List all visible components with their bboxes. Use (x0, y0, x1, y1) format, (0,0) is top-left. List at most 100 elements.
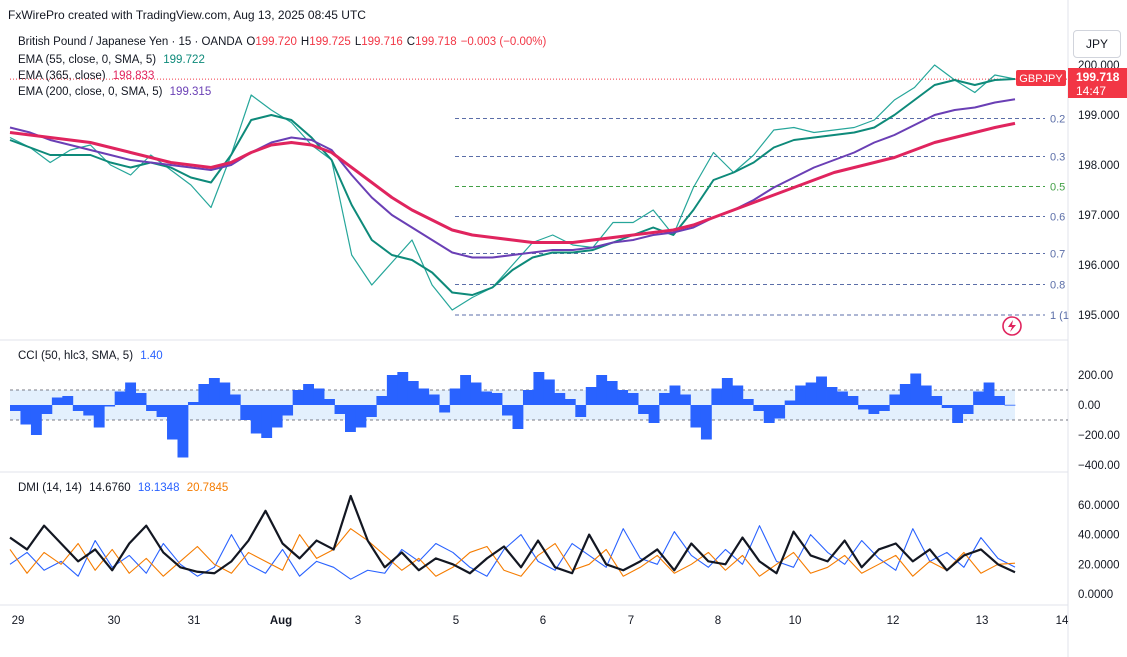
symbol-badge-bg (1016, 70, 1066, 86)
credit-line: FxWirePro created with TradingView.com, … (8, 8, 366, 22)
cci-bar (857, 405, 869, 410)
cci-bar (386, 375, 398, 405)
price-pane: 0.2 0.3 0.5 0.6 0.7 0.8 1 (1 (9, 64, 1069, 322)
cci-bar (763, 405, 775, 423)
symbol-badge-text: GBPJPY (1019, 73, 1063, 85)
cci-bar (41, 405, 53, 414)
cci-bar (10, 405, 21, 411)
cci-bar (816, 376, 827, 405)
ema365-legend[interactable]: EMA (365, close) 198.833 (18, 70, 158, 82)
symbol-label[interactable]: British Pound / Japanese Yen · 15 · OAND… (18, 36, 243, 48)
price-series-3 (9, 121, 1016, 244)
fib-level-label: 0.3 (1050, 152, 1065, 164)
dmi-axis-tick: 60.0000 (1078, 500, 1120, 512)
time-axis-tick: 29 (12, 615, 25, 627)
ema200-legend[interactable]: EMA (200, close, 0, SMA, 5) 199.315 (18, 86, 215, 98)
cci-bar (271, 405, 283, 428)
cci-bar (261, 405, 273, 438)
cci-bar (596, 375, 608, 405)
cci-bar (543, 379, 555, 405)
time-axis-tick: 30 (108, 615, 121, 627)
cci-bar (795, 385, 807, 405)
time-axis-tick: 5 (453, 615, 459, 627)
cci-bar (585, 387, 597, 405)
cci-bar (30, 405, 42, 435)
cci-pane (10, 372, 1068, 458)
ema55-label: EMA (55, close, 0, SMA, 5) (18, 54, 157, 66)
ema365-value: 198.833 (112, 70, 155, 82)
cci-bar (187, 402, 199, 405)
cci-bar (784, 400, 796, 405)
cci-bar (680, 394, 691, 405)
countdown-text: 14:47 (1076, 84, 1106, 98)
cci-bar (868, 405, 880, 414)
cci-bar (952, 405, 964, 423)
time-axis-tick: 6 (540, 615, 546, 627)
cci-bar (240, 405, 252, 420)
cci-value: 1.40 (140, 350, 163, 362)
price-series-2 (9, 98, 1016, 259)
cci-bar (899, 384, 911, 405)
ema55-legend[interactable]: EMA (55, close, 0, SMA, 5) 199.722 (18, 54, 209, 66)
price-series-1 (9, 78, 1016, 296)
cci-label: CCI (50, hlc3, SMA, 5) (18, 350, 134, 362)
ema200-value: 199.315 (169, 86, 212, 98)
last-price-text: 199.718 (1076, 70, 1120, 84)
cci-bar (638, 405, 649, 414)
cci-bar (407, 381, 419, 405)
cci-bar (303, 384, 314, 405)
cci-bar (72, 405, 84, 411)
cci-bar (250, 405, 262, 434)
cci-legend[interactable]: CCI (50, hlc3, SMA, 5) 1.40 (18, 350, 167, 362)
cci-bar (826, 387, 838, 405)
dmi-legend[interactable]: DMI (14, 14) 14.6760 18.1348 20.7845 (18, 482, 232, 494)
cci-bar (219, 382, 231, 405)
close-label: C (406, 36, 416, 48)
cci-bar (481, 391, 492, 405)
dmi-axis-tick: 40.0000 (1078, 530, 1120, 542)
cci-bar (878, 405, 890, 411)
cci-bar (156, 405, 168, 417)
cci-bar (522, 390, 534, 405)
dmi-axis-tick: 20.0000 (1078, 559, 1120, 571)
adx-value: 14.6760 (89, 482, 131, 494)
cci-bar (941, 405, 953, 408)
cci-bar (167, 405, 178, 440)
cci-bar (146, 405, 157, 411)
last-price-badge-bg (1068, 68, 1127, 98)
time-axis-tick: 10 (789, 615, 802, 627)
dmi-series-line (9, 494, 1016, 575)
cci-bar (502, 405, 513, 416)
cci-bar (973, 391, 984, 405)
cci-bar (1004, 404, 1016, 406)
currency-button[interactable]: JPY (1073, 30, 1121, 58)
price-axis-tick: 195.000 (1078, 310, 1120, 322)
cci-bar (208, 378, 220, 405)
cci-bar (292, 390, 304, 405)
lightning-icon[interactable] (1002, 316, 1022, 336)
time-axis-tick: 31 (188, 615, 201, 627)
cci-bar (920, 385, 932, 405)
dmi-series-line (9, 525, 1016, 580)
cci-bar (114, 391, 126, 405)
cci-bar (93, 405, 105, 428)
fib-level-label: 0.2 (1050, 114, 1065, 126)
cci-bar (51, 397, 63, 405)
cci-bar (690, 405, 702, 428)
plus-di-value: 18.1348 (137, 482, 180, 494)
cci-bar (669, 385, 681, 405)
price-axis-tick: 199.000 (1078, 110, 1120, 122)
cci-bar (774, 405, 786, 419)
close-value: 199.718 (415, 36, 457, 48)
high-label: H (300, 36, 310, 48)
cci-bar (355, 405, 367, 428)
cci-bar (334, 405, 346, 414)
fib-level-label: 0.8 (1050, 280, 1065, 292)
cci-bar (648, 405, 660, 423)
cci-bar (439, 405, 451, 413)
cci-bar (125, 382, 137, 405)
cci-bar (564, 399, 576, 405)
cci-bar (606, 381, 618, 405)
time-axis-tick: 13 (976, 615, 989, 627)
